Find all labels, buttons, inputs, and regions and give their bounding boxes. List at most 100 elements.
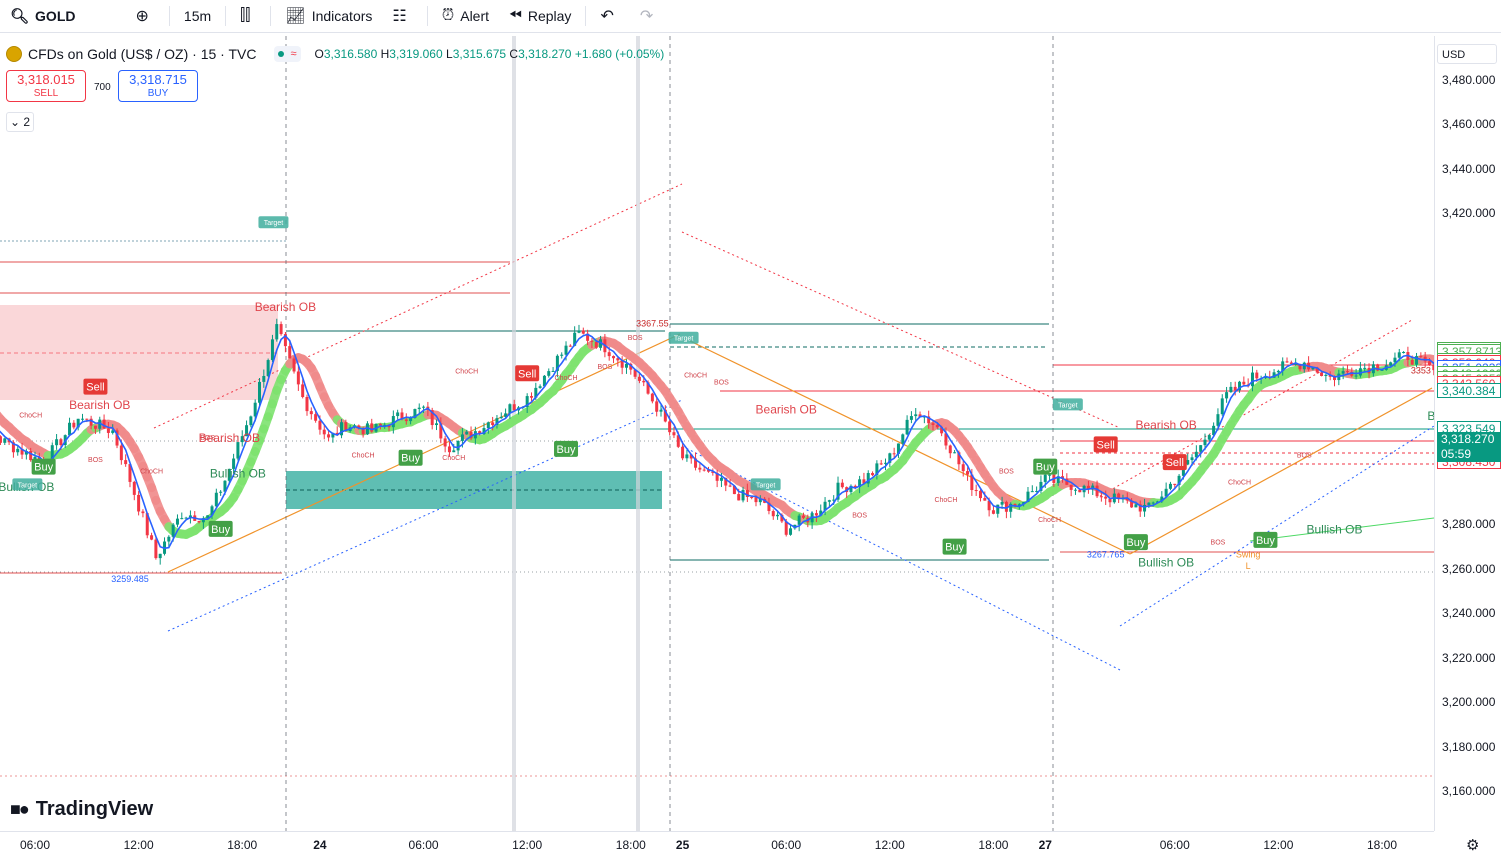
legend-title[interactable]: CFDs on Gold (US$ / OZ) · 15 · TVC: [28, 46, 257, 62]
structure-label: ChoCH: [19, 413, 42, 420]
candle-body: [586, 333, 590, 341]
candle-body: [767, 502, 771, 512]
candle-body: [491, 422, 495, 426]
candle-body: [1156, 501, 1159, 503]
indicators-button[interactable]: 📈︎ Indicators: [275, 0, 382, 32]
sell-button[interactable]: 3,318.015 SELL: [6, 70, 86, 102]
candle-body: [1017, 504, 1021, 507]
price-tick-label: 3,280.000: [1442, 517, 1496, 532]
candle-body: [93, 425, 97, 429]
alarm-clock-icon: ⏰︎: [441, 7, 455, 24]
replay-label: Replay: [527, 8, 572, 24]
status-indicator[interactable]: ≈: [274, 46, 301, 62]
candle-body: [581, 330, 585, 334]
candle-body: [698, 467, 702, 470]
alert-button[interactable]: ⏰︎ Alert: [432, 0, 499, 32]
candle-body: [37, 456, 41, 461]
candle-body: [128, 464, 132, 482]
price-tick-label: 3,180.000: [1442, 739, 1496, 754]
candle-body: [1117, 493, 1121, 500]
tradingview-logo[interactable]: ■● TradingView: [10, 798, 153, 821]
candle-body: [996, 504, 1000, 514]
candle-body: [1130, 500, 1134, 508]
currency-selector[interactable]: USD: [1437, 44, 1497, 64]
candle-body: [504, 413, 508, 417]
buy-signal: [31, 458, 56, 475]
candle-body: [1000, 501, 1004, 505]
candle-body: [1419, 356, 1423, 358]
candle-body: [322, 429, 326, 435]
candle-body: [1104, 496, 1108, 499]
candle-body: [150, 535, 154, 540]
candle-body: [357, 425, 361, 429]
structure-label: ChoCH: [455, 368, 478, 375]
candle-body: [909, 416, 913, 420]
buy-button[interactable]: 3,318.715 BUY: [118, 70, 198, 102]
candle-body: [719, 477, 723, 481]
structure-label: BOS: [714, 379, 729, 386]
redo-button[interactable]: ↷: [630, 0, 669, 32]
price-chart[interactable]: ChoCH ChoCH ChoCH ChoCH ChoCH ChoCH ChoCH ChoCH…: [0, 36, 1434, 831]
price-tick-label: 3,480.000: [1442, 73, 1496, 87]
candle-body: [33, 456, 37, 461]
candle-body: [512, 404, 516, 411]
candle-body: [832, 499, 836, 501]
chart-marks: ChoCH ChoCH ChoCH ChoCH ChoCH ChoCH ChoCH ChoCH…: [0, 216, 1434, 584]
candle-body: [551, 370, 555, 372]
structure-label: BOS: [852, 513, 867, 520]
candle-body: [896, 443, 900, 454]
candle-body: [819, 510, 823, 516]
undo-icon: ↶: [600, 8, 614, 25]
static-drawings: [0, 36, 1434, 831]
buy-signal: [208, 520, 233, 537]
buy-signal: [1033, 458, 1058, 475]
candle-body: [642, 380, 646, 383]
structure-label: BOS: [200, 435, 215, 442]
settings-gear-icon[interactable]: ⚙: [1466, 837, 1480, 854]
annotation-label: Bearish OB: [756, 402, 817, 416]
sell-signal-label: Sell: [1097, 439, 1115, 451]
candle-body: [119, 445, 123, 461]
price-tick-label: 3,260.000: [1442, 561, 1496, 576]
undo-button[interactable]: ↶: [590, 0, 629, 32]
market-open-icon: [278, 51, 285, 57]
annotation-label: 3353: [1411, 365, 1431, 375]
price-tick-label: 3,200.000: [1442, 695, 1496, 710]
candle-body: [935, 424, 939, 428]
candle-body: [966, 471, 970, 475]
candle-body: [1078, 489, 1082, 493]
candle-body: [1043, 474, 1047, 482]
candle-body: [672, 432, 676, 436]
compare-button[interactable]: ⊕: [126, 0, 165, 32]
interval-button[interactable]: 15m: [174, 0, 221, 32]
candle-body: [637, 376, 641, 381]
candle-body: [340, 422, 344, 436]
low-value: 3,315.675: [452, 47, 507, 61]
candle-body: [422, 406, 426, 408]
candle-body: [1065, 478, 1069, 485]
replay-button[interactable]: ⏪︎ Replay: [499, 0, 581, 32]
annotation-label: 3267.765: [1087, 550, 1125, 560]
candle-body: [223, 480, 227, 492]
candle-body: [1138, 504, 1142, 512]
top-toolbar: 🔍︎ GOLD ⊕ 15m ⫿⫿ 📈︎ Indicators ☷ ⏰︎ Aler…: [0, 0, 1501, 33]
chart-type-button[interactable]: ⫿⫿: [230, 0, 266, 32]
candle-body: [849, 485, 853, 493]
buy-signal-label: Buy: [557, 444, 576, 456]
indicators-collapse-button[interactable]: ⌄ 2: [6, 112, 34, 132]
low-label: L: [446, 47, 453, 61]
target-tag: [12, 478, 43, 491]
candle-body: [940, 427, 944, 434]
candle-body: [249, 416, 253, 426]
candle-body: [914, 414, 918, 417]
candle-body: [646, 382, 650, 394]
candle-body: [396, 412, 400, 417]
time-tick-label: 18:00: [978, 838, 1009, 852]
candle-body: [1199, 445, 1203, 452]
bar-countdown: 05:59: [1441, 447, 1472, 461]
candle-body: [124, 460, 128, 465]
templates-button[interactable]: ☷: [382, 0, 422, 32]
candle-body: [137, 494, 141, 512]
symbol-search-button[interactable]: 🔍︎ GOLD: [0, 0, 86, 32]
structure-label: ChoCH: [684, 373, 707, 380]
